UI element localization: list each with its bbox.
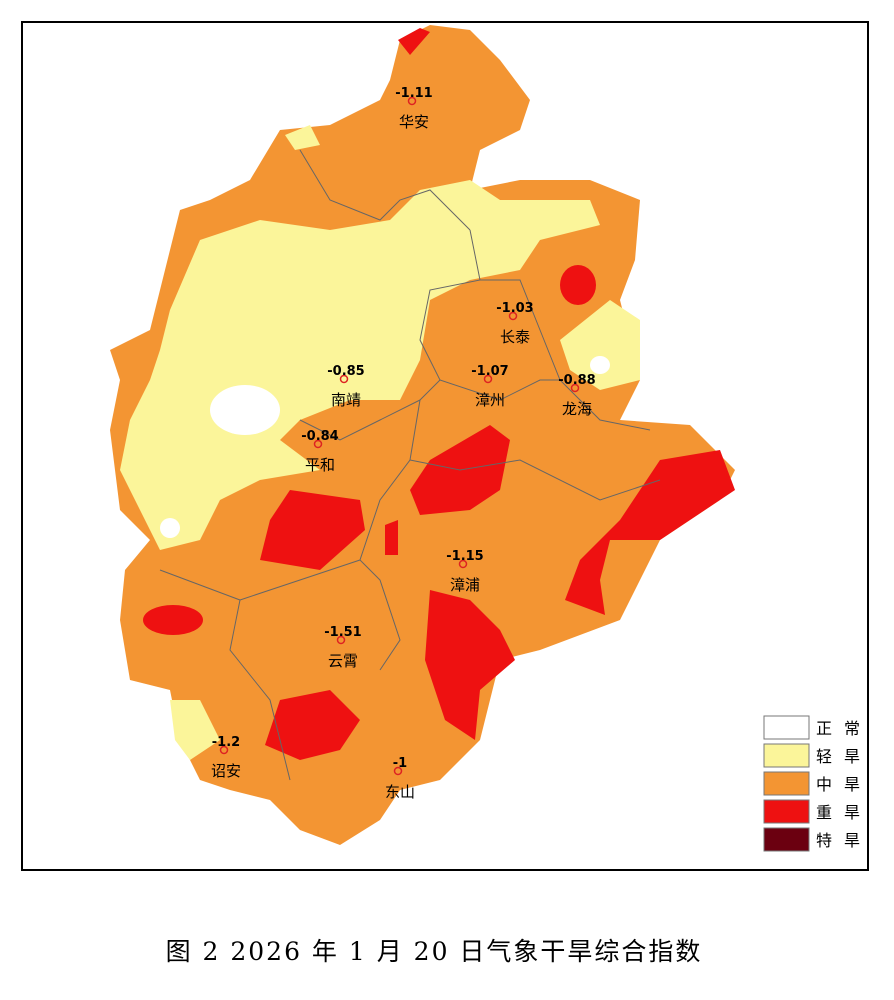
station-marker [407,96,417,106]
legend-swatch [763,827,810,852]
station-name: 华安 [399,113,429,131]
station-marker [336,635,346,645]
station-name: 长泰 [500,328,530,346]
station-value: -1.07 [471,364,508,379]
region-normal [590,356,610,374]
stations: -1.11 华安 -1.03 长泰 -0.85 南靖 -1.07 漳州 -0.88 龙海 -0.84… [211,86,596,801]
region-severe [560,265,596,305]
legend-label: 轻旱 [816,747,872,766]
region-normal [160,518,180,538]
station-marker [508,311,518,321]
station-value: -0.88 [558,373,595,388]
station-value: -1.2 [212,735,240,750]
station-name: 云霄 [328,652,358,670]
region-severe [398,28,430,55]
legend-swatch [763,799,810,824]
station-value: -1.15 [446,549,483,564]
station-marker [313,439,323,449]
region-severe [565,450,735,615]
station-marker [219,745,229,755]
county-boundaries [159,149,661,781]
legend-label: 重旱 [816,803,872,822]
legend-label: 正常 [816,719,872,738]
region-light [285,125,320,150]
station-name: 漳浦 [450,576,480,594]
station-value: -1.11 [395,86,432,101]
station-marker [570,383,580,393]
station-name: 漳州 [475,391,505,409]
station-name: 诏安 [211,762,241,780]
station-marker [339,374,349,384]
region-light [170,700,220,760]
station-name: 龙海 [562,400,592,418]
region-severe [143,605,203,635]
station-value: -1 [393,756,407,771]
legend-swatch [763,743,810,768]
station-value: -0.84 [301,429,338,444]
station-value: -0.85 [327,364,364,379]
region-light [560,300,640,390]
region-normal [210,385,280,435]
legend-swatch [763,715,810,740]
region-severe [385,520,398,555]
station-value: -1.51 [324,625,361,640]
legend-swatch [763,771,810,796]
station-name: 东山 [385,783,415,801]
caption: 图 2 2026 年 1 月 20 日气象干旱综合指数 [166,937,703,966]
station-value: -1.03 [496,301,533,316]
station-marker [393,766,403,776]
legend-label: 特旱 [816,831,872,850]
station-marker [483,374,493,384]
region-severe [265,690,360,760]
station-name: 平和 [305,456,335,474]
station-name: 南靖 [331,391,361,409]
station-marker [458,559,468,569]
region-severe [425,590,515,740]
legend-label: 中旱 [816,775,872,794]
region-severe [260,490,365,570]
region-light [120,180,600,550]
